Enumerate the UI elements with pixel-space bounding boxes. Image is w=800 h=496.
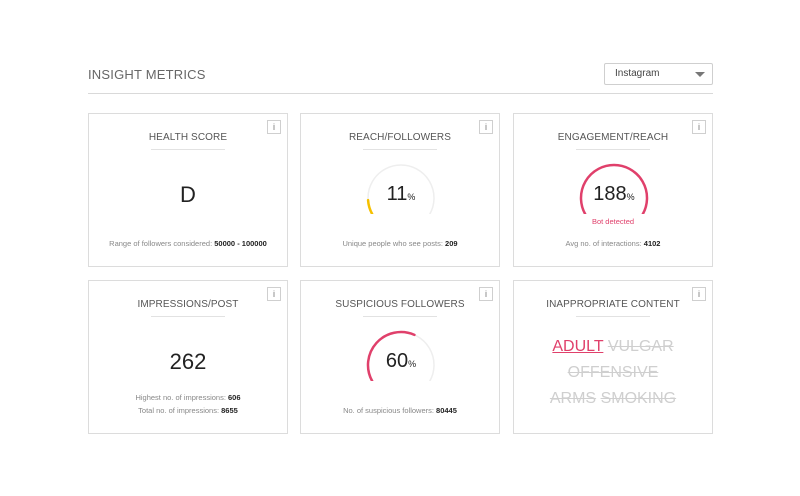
card-title: REACH/FOLLOWERS xyxy=(348,132,452,143)
title-divider xyxy=(151,316,225,317)
gauge-svg xyxy=(366,330,435,381)
footer-label: Highest no. of impressions: xyxy=(135,393,226,402)
title-divider xyxy=(576,149,650,150)
page-title: INSIGHT METRICS xyxy=(88,67,206,82)
card-title: IMPRESSIONS/POST xyxy=(137,299,239,310)
footer-label: Avg no. of interactions: xyxy=(565,239,642,248)
gauge-value: 188% xyxy=(578,183,650,206)
footer-label: No. of suspicious followers: xyxy=(343,406,434,415)
footer-value: 606 xyxy=(228,393,241,402)
title-divider xyxy=(363,316,437,317)
card-footer: Unique people who see posts: 209 xyxy=(301,239,499,248)
footer-value: 50000 - 100000 xyxy=(214,239,267,248)
suspicious-followers-card: i SUSPICIOUS FOLLOWERS 60% No. of suspic… xyxy=(300,280,500,434)
gauge-number: 188 xyxy=(593,183,627,205)
inappropriate-content-card: i INAPPROPRIATE CONTENT ADULT VULGAR OFF… xyxy=(513,280,713,434)
platform-dropdown-value: Instagram xyxy=(615,68,660,79)
chevron-down-icon xyxy=(695,72,705,77)
card-title: ENGAGEMENT/REACH xyxy=(557,132,669,143)
gauge-unit: % xyxy=(626,192,635,202)
tag-smoking[interactable]: SMOKING xyxy=(600,390,677,407)
engagement-gauge: 188% xyxy=(578,162,650,214)
gauge-track xyxy=(367,164,435,214)
title-divider xyxy=(151,149,225,150)
gauge-value: 11% xyxy=(365,183,437,206)
footer-value: 4102 xyxy=(643,239,661,248)
info-icon[interactable]: i xyxy=(479,287,493,301)
metrics-header: INSIGHT METRICS Instagram xyxy=(88,62,713,94)
title-divider xyxy=(576,316,650,317)
gauge-fill xyxy=(366,330,416,381)
tag-offensive[interactable]: OFFENSIVE xyxy=(567,364,659,381)
card-footer: Avg no. of interactions: 4102 xyxy=(514,239,712,248)
info-icon[interactable]: i xyxy=(267,120,281,134)
content-tags-row1: ADULT VULGAR xyxy=(514,338,712,356)
reach-followers-card: i REACH/FOLLOWERS 11% Unique people who … xyxy=(300,113,500,267)
gauge-svg xyxy=(366,164,435,214)
gauge-number: 60 xyxy=(385,350,409,372)
gauge-number: 11 xyxy=(386,183,408,205)
tag-arms[interactable]: ARMS xyxy=(549,390,597,407)
tag-vulgar[interactable]: VULGAR xyxy=(607,338,674,355)
gauge-fill xyxy=(579,163,649,214)
engagement-reach-card: i ENGAGEMENT/REACH 188% Bot detected Avg… xyxy=(513,113,713,267)
gauge-unit: % xyxy=(408,359,417,369)
card-title: INAPPROPRIATE CONTENT xyxy=(546,299,680,310)
reach-gauge: 11% xyxy=(365,162,437,214)
platform-dropdown[interactable]: Instagram xyxy=(604,63,713,85)
card-title: HEALTH SCORE xyxy=(148,132,228,143)
footer-value: 80445 xyxy=(436,406,457,415)
content-tags-row3: ARMS SMOKING xyxy=(514,390,712,408)
card-footer: No. of suspicious followers: 80445 xyxy=(301,406,499,415)
info-icon[interactable]: i xyxy=(692,287,706,301)
gauge-fill xyxy=(366,198,374,214)
info-icon[interactable]: i xyxy=(692,120,706,134)
gauge-svg xyxy=(579,163,649,214)
footer-value: 209 xyxy=(445,239,458,248)
suspicious-gauge: 60% xyxy=(365,329,437,381)
card-title: SUSPICIOUS FOLLOWERS xyxy=(335,299,465,310)
tag-adult[interactable]: ADULT xyxy=(552,338,604,355)
gauge-value: 60% xyxy=(365,350,437,373)
gauge-unit: % xyxy=(407,192,416,202)
content-tags-row2: OFFENSIVE xyxy=(514,364,712,382)
footer-label: Unique people who see posts: xyxy=(342,239,443,248)
footer-label: Range of followers considered: xyxy=(109,239,213,248)
impressions-value: 262 xyxy=(169,349,207,374)
health-score-card: i HEALTH SCORE D Range of followers cons… xyxy=(88,113,288,267)
impressions-post-card: i IMPRESSIONS/POST 262 Highest no. of im… xyxy=(88,280,288,434)
info-icon[interactable]: i xyxy=(479,120,493,134)
card-footer-line2: Total no. of impressions: 8655 xyxy=(89,406,287,415)
bot-detected-badge: Bot detected xyxy=(591,217,635,226)
health-score-value: D xyxy=(180,182,196,207)
title-divider xyxy=(363,149,437,150)
card-footer: Range of followers considered: 50000 - 1… xyxy=(89,239,287,248)
footer-label: Total no. of impressions: xyxy=(138,406,220,415)
card-footer-line1: Highest no. of impressions: 606 xyxy=(89,393,287,402)
info-icon[interactable]: i xyxy=(267,287,281,301)
footer-value: 8655 xyxy=(221,406,238,415)
